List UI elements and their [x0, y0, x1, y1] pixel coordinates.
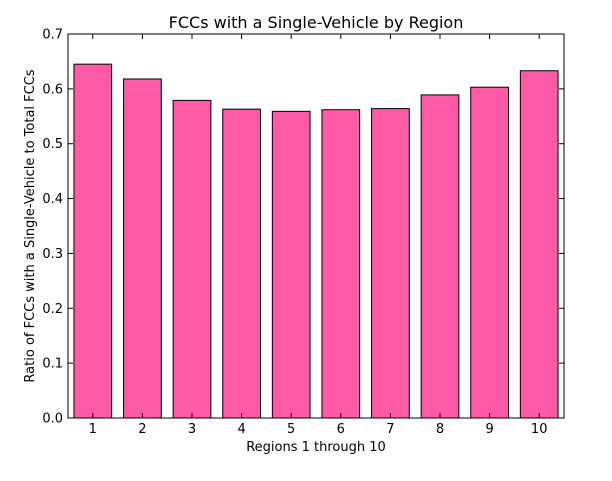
bars-layer	[73, 63, 559, 419]
y-tick-label: 0.5	[42, 137, 63, 152]
x-tick-label: 7	[386, 422, 394, 437]
x-tick-label: 8	[436, 422, 444, 437]
bar-region-1	[73, 63, 113, 419]
x-tick-label: 1	[89, 422, 97, 437]
y-tick-label: 0.3	[42, 247, 63, 262]
y-axis-label: Ratio of FCCs with a Single-Vehicle to T…	[23, 69, 38, 382]
y-tick-label: 0.1	[42, 357, 63, 372]
bar-region-9	[470, 86, 509, 419]
bar-region-5	[271, 110, 311, 419]
x-tick-label: 6	[337, 422, 345, 437]
x-tick-label: 4	[237, 422, 245, 437]
bar-region-8	[420, 94, 460, 419]
x-tick-label: 10	[531, 422, 548, 437]
bar-region-3	[172, 99, 212, 419]
x-tick-label: 5	[287, 422, 295, 437]
y-tick-label: 0.2	[42, 302, 63, 317]
x-axis-label: Regions 1 through 10	[246, 440, 386, 455]
chart-title: FCCs with a Single-Vehicle by Region	[169, 13, 464, 32]
y-tick-label: 0.6	[42, 82, 63, 97]
y-tick-label: 0.7	[42, 28, 63, 43]
ticks-layer: 0.0 0.1 0.2 0.3 0.4 0.5 0.6 0.7 1 2 3 4 5 6 7 8 9 10	[42, 28, 564, 437]
bar-region-4	[222, 108, 261, 419]
bar-region-6	[321, 109, 361, 419]
plot-frame	[67, 33, 565, 419]
y-tick-label: 0.0	[42, 412, 63, 427]
x-tick-label: 9	[485, 422, 493, 437]
bar-region-10	[519, 70, 559, 419]
y-tick-label: 0.4	[42, 192, 63, 207]
x-tick-label: 2	[138, 422, 146, 437]
bar-region-7	[371, 108, 410, 419]
bar-region-2	[123, 78, 162, 419]
x-tick-label: 3	[188, 422, 196, 437]
